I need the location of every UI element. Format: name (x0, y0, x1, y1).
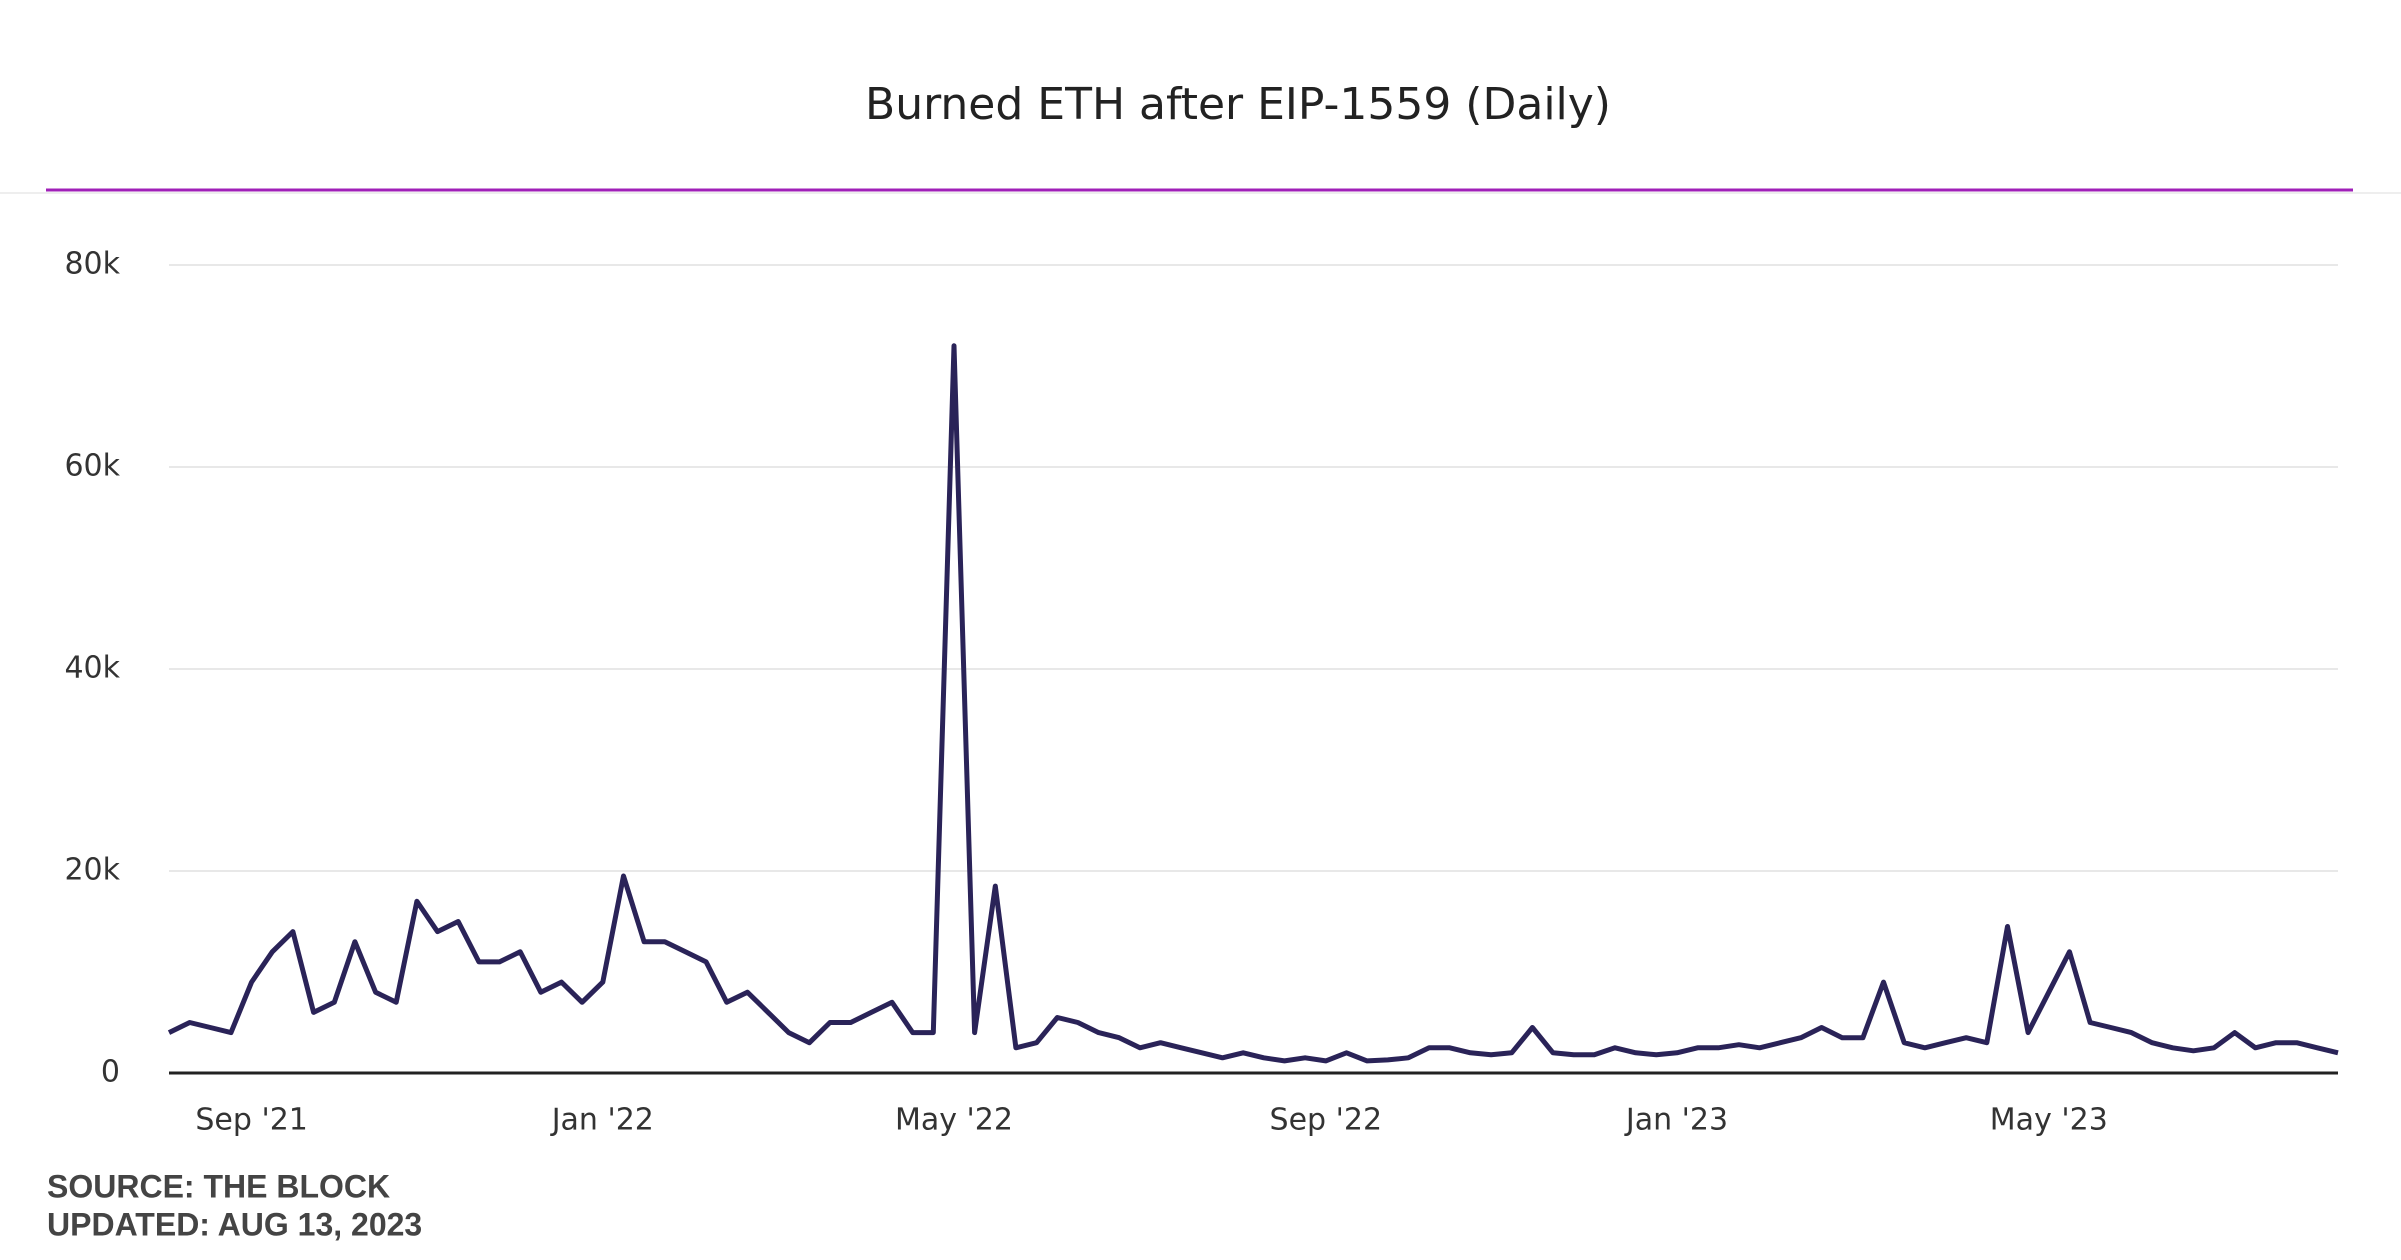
x-tick-label: Sep '22 (1270, 1103, 1383, 1138)
source-note: SOURCE: THE BLOCK (47, 1168, 390, 1204)
chart-title: Burned ETH after EIP-1559 (Daily) (865, 79, 1611, 130)
y-tick-label: 20k (64, 853, 120, 888)
updated-note: UPDATED: AUG 13, 2023 (47, 1206, 422, 1242)
y-tick-label: 0 (101, 1055, 120, 1090)
x-tick-label: May '22 (895, 1103, 1013, 1138)
x-tick-label: Sep '21 (195, 1103, 308, 1138)
data-line (167, 343, 2339, 1064)
y-tick-label: 80k (64, 247, 120, 282)
y-tick-label: 40k (64, 651, 120, 686)
x-tick-label: Jan '22 (550, 1103, 654, 1138)
x-tick-label: Jan '23 (1624, 1103, 1728, 1138)
y-tick-label: 60k (64, 449, 120, 484)
x-tick-label: May '23 (1990, 1103, 2108, 1138)
